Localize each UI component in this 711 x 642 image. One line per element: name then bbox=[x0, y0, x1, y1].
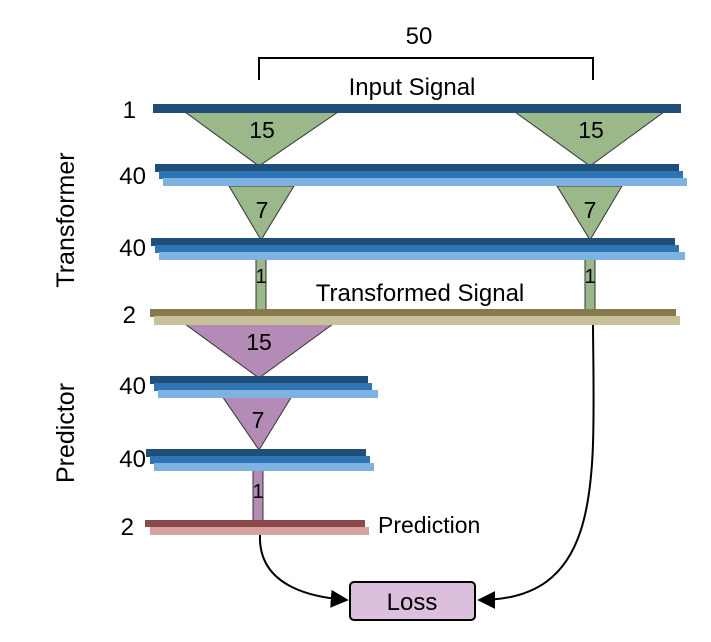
row-count-transformer-1: 40 bbox=[119, 163, 146, 190]
kernel-label-t-left-1: 15 bbox=[249, 117, 275, 143]
kernel-label-t-right-1: 15 bbox=[578, 117, 604, 143]
transformed-to-loss-arrow bbox=[477, 324, 595, 609]
transformed-signal-bar bbox=[150, 309, 680, 325]
row-count-input: 1 bbox=[123, 97, 136, 124]
row-count-transformed: 2 bbox=[123, 302, 136, 329]
transformed-signal-label: Transformed Signal bbox=[316, 280, 525, 307]
span-bracket bbox=[258, 57, 594, 80]
row-count-transformer-2: 40 bbox=[119, 235, 146, 262]
kernel-label-t-right-3: 1 bbox=[584, 266, 595, 288]
kernel-label-p-2: 7 bbox=[252, 407, 265, 433]
span-label: 50 bbox=[406, 23, 433, 50]
prediction-bar bbox=[145, 520, 369, 535]
row-count-prediction: 2 bbox=[121, 514, 134, 541]
row-count-predictor-1: 40 bbox=[119, 373, 146, 400]
predictor-layer-1 bbox=[150, 376, 378, 398]
input-signal-label: Input Signal bbox=[349, 74, 476, 101]
kernel-label-t-left-2: 7 bbox=[256, 197, 269, 223]
loss-box bbox=[349, 581, 476, 621]
row-count-predictor-2: 40 bbox=[119, 446, 146, 473]
transformer-layer-2 bbox=[151, 238, 685, 260]
predictor-layer-2 bbox=[146, 449, 374, 471]
input-signal-bar bbox=[153, 104, 681, 113]
predictor-section-label: Predictor bbox=[52, 383, 80, 483]
transformer-layer-1 bbox=[155, 164, 687, 186]
kernel-label-t-right-2: 7 bbox=[584, 197, 597, 223]
transformer-section-label: Transformer bbox=[52, 152, 80, 287]
loss-label: Loss bbox=[387, 589, 438, 616]
prediction-label: Prediction bbox=[378, 512, 480, 538]
kernel-label-p-3: 1 bbox=[252, 481, 263, 503]
kernel-label-p-1: 15 bbox=[246, 329, 272, 355]
prediction-to-loss-arrow bbox=[258, 534, 349, 608]
kernel-label-t-left-3: 1 bbox=[255, 266, 266, 288]
